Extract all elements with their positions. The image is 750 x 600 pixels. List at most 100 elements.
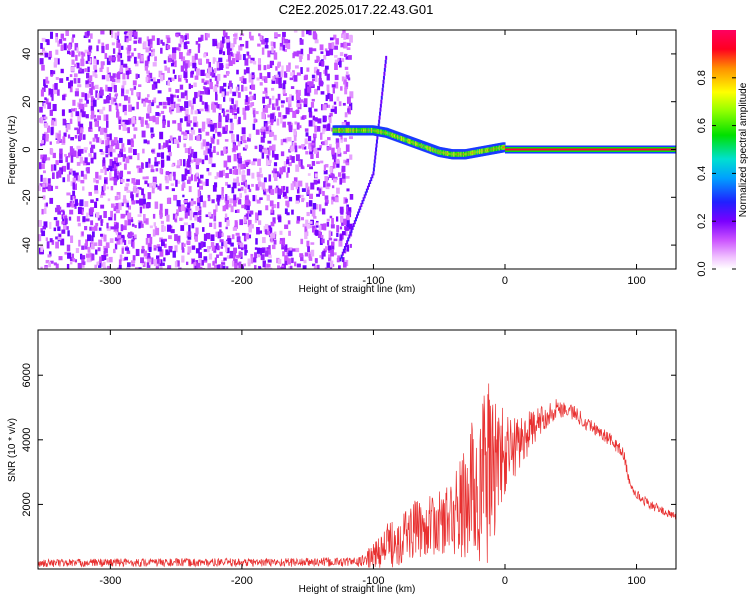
heatmap-cell	[44, 52, 49, 58]
heatmap-cell	[88, 208, 93, 216]
heatmap-cell	[127, 127, 130, 134]
heatmap-cell	[340, 86, 343, 91]
heatmap-cell	[324, 267, 328, 269]
heatmap-cell	[205, 143, 209, 150]
heatmap-cell	[351, 225, 354, 230]
heatmap-cell	[314, 173, 318, 178]
heatmap-cell	[63, 43, 67, 51]
heatmap-cell	[230, 122, 234, 130]
heatmap-cell	[154, 157, 157, 162]
heatmap-cell	[304, 146, 307, 150]
heatmap-cell	[279, 172, 282, 179]
heatmap-cell	[235, 53, 240, 61]
heatmap-cell	[215, 231, 218, 238]
heatmap-cell	[317, 231, 323, 239]
heatmap-cell	[118, 125, 121, 130]
heatmap-cell	[91, 243, 95, 250]
heatmap-cell	[72, 258, 76, 262]
heatmap-cell	[49, 141, 52, 145]
heatmap-cell	[381, 91, 384, 96]
heatmap-cell	[109, 87, 113, 92]
heatmap-cell	[177, 122, 182, 131]
heatmap-cell	[147, 242, 152, 251]
heatmap-cell	[198, 252, 202, 259]
heatmap-cell	[204, 87, 208, 95]
heatmap-cell	[245, 213, 249, 220]
heatmap-cell	[61, 165, 67, 172]
heatmap-cell	[75, 248, 80, 254]
heatmap-cell	[187, 208, 192, 216]
heatmap-cell	[280, 117, 283, 124]
heatmap-cell	[345, 219, 350, 227]
heatmap-cell	[163, 226, 166, 232]
heatmap-cell	[95, 212, 100, 218]
heatmap-cell	[71, 108, 75, 112]
heatmap-cell	[216, 254, 219, 258]
heatmap-cell	[197, 178, 201, 184]
heatmap-cell	[287, 96, 292, 104]
heatmap-cell	[127, 240, 132, 245]
heatmap-cell	[310, 249, 315, 257]
heatmap-cell	[149, 236, 153, 245]
heatmap-cell	[194, 75, 199, 80]
heatmap-cell	[123, 195, 127, 200]
heatmap-cell	[120, 234, 125, 239]
heatmap-cell	[244, 144, 249, 149]
heatmap-cell	[200, 180, 203, 184]
heatmap-cell	[126, 190, 131, 193]
heatmap-cell	[41, 230, 46, 237]
heatmap-cell	[128, 155, 133, 160]
heatmap-cell	[206, 232, 211, 240]
heatmap-cell	[149, 225, 153, 229]
heatmap-cell	[198, 128, 202, 133]
heatmap-cell	[49, 88, 54, 95]
heatmap-cell	[67, 50, 71, 55]
heatmap-cell	[74, 91, 79, 97]
heatmap-cell	[293, 177, 298, 185]
heatmap-cell	[153, 245, 157, 251]
heatmap-cell	[106, 222, 109, 229]
heatmap-cell	[93, 225, 98, 231]
heatmap-cell	[180, 56, 186, 62]
heatmap-cell	[126, 33, 130, 38]
heatmap-cell	[59, 148, 63, 154]
heatmap-cell	[217, 198, 220, 206]
heatmap-cell	[340, 33, 344, 39]
heatmap-cell	[154, 201, 159, 209]
heatmap-cell	[237, 163, 242, 170]
heatmap-cell	[296, 216, 301, 222]
heatmap-cell	[267, 259, 272, 263]
heatmap-cell	[301, 144, 306, 148]
heatmap-cell	[147, 105, 151, 113]
heatmap-cell	[284, 208, 288, 215]
heatmap-cell	[187, 246, 192, 253]
heatmap-cell	[195, 40, 199, 45]
heatmap-cell	[335, 216, 339, 222]
heatmap-cell	[60, 44, 64, 51]
heatmap-cell	[312, 32, 317, 39]
heatmap-cell	[183, 159, 186, 167]
heatmap-cell	[62, 217, 66, 225]
heatmap-cell	[125, 66, 129, 73]
heatmap-cell	[372, 167, 375, 172]
heatmap-cell	[72, 183, 77, 190]
heatmap-cell	[115, 103, 119, 110]
heatmap-cell	[144, 60, 149, 68]
heatmap-cell	[326, 221, 330, 227]
heatmap-cell	[326, 73, 330, 81]
heatmap-cell	[150, 78, 153, 82]
heatmap-cell	[185, 78, 188, 83]
heatmap-cell	[56, 141, 60, 144]
heatmap-cell	[205, 72, 210, 79]
heatmap-cell	[174, 74, 177, 80]
heatmap-cell	[242, 107, 246, 115]
heatmap-cell	[96, 59, 99, 65]
heatmap-cell	[118, 264, 122, 269]
heatmap-cell	[229, 250, 234, 256]
heatmap-cell	[125, 47, 129, 50]
heatmap-cell	[320, 223, 324, 230]
heatmap-cell	[207, 267, 212, 269]
heatmap-cell	[225, 245, 228, 253]
colorbar-scale	[712, 30, 736, 269]
heatmap-cell	[76, 216, 81, 222]
